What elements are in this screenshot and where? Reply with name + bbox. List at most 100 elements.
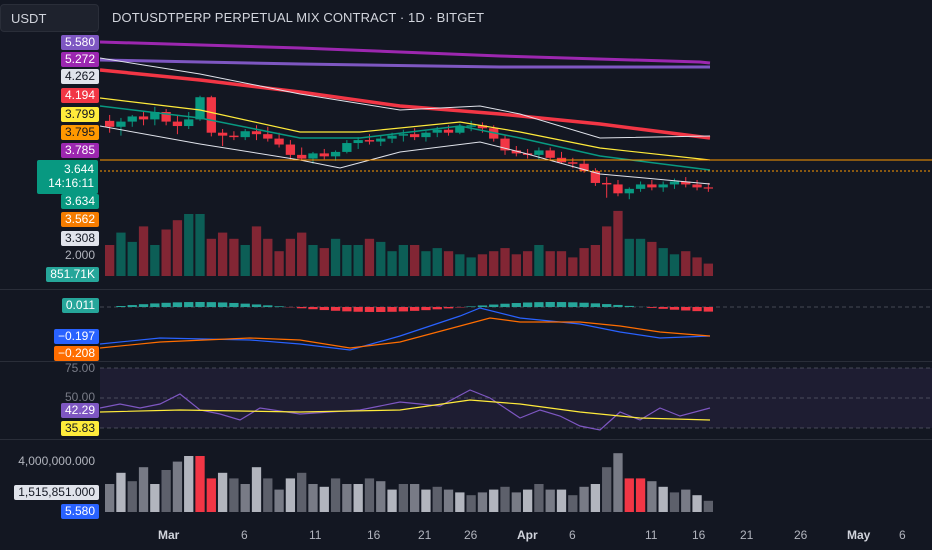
volume-bar — [138, 467, 149, 512]
candle-body — [511, 150, 521, 154]
axis-price-tag: 3.308 — [60, 231, 99, 246]
time-axis-label: 16 — [692, 528, 706, 542]
volume-bar — [545, 251, 555, 276]
candle-body — [635, 184, 646, 189]
volume-bar — [127, 241, 137, 276]
axis-price-tag: 3.634 — [60, 194, 99, 209]
macd-histogram-bar — [376, 307, 386, 312]
axis-price-tag: 5.580 — [60, 504, 99, 519]
macd-histogram-bar — [297, 307, 307, 309]
macd-histogram-bar — [342, 307, 352, 312]
volume-bar — [511, 492, 521, 512]
volume-bar — [353, 245, 363, 276]
candle-body — [297, 154, 307, 159]
candle-body — [500, 138, 510, 151]
candle-body — [568, 162, 578, 164]
volume-bar — [116, 232, 126, 276]
volume-bar — [274, 251, 284, 276]
macd-histogram-bar — [161, 302, 171, 307]
axis-price-tag: 5.580 — [60, 35, 99, 50]
time-axis-label: 26 — [464, 528, 478, 542]
volume-bar — [681, 251, 691, 276]
candle-body — [105, 120, 115, 127]
candle-body — [477, 125, 488, 129]
candle-body — [376, 138, 386, 142]
candle-body — [364, 140, 375, 142]
axis-price-tag: 2.000 — [64, 248, 95, 262]
ma-violet-line — [100, 58, 710, 69]
volume-bar — [647, 241, 657, 276]
candle-body — [669, 181, 680, 185]
volume-bar — [590, 484, 601, 512]
axis-price-tag: 1,515,851.000 — [14, 485, 99, 500]
volume-bar — [364, 238, 375, 276]
volume-bar — [330, 238, 341, 276]
currency-label: USDT — [11, 11, 47, 26]
candle-body — [579, 163, 589, 172]
volume-chart[interactable] — [100, 440, 932, 516]
volume-bar — [376, 481, 386, 512]
bar-countdown: 14:16:11 — [48, 176, 94, 190]
volume-bar — [534, 484, 544, 512]
last-price: 3.644 — [63, 162, 94, 176]
volume-bar — [330, 478, 341, 512]
axis-price-tag: −0.197 — [53, 329, 99, 344]
macd-histogram-bar — [263, 305, 273, 307]
volume-bar — [590, 245, 601, 276]
time-axis-label: 6 — [899, 528, 906, 542]
candle-body — [692, 184, 702, 188]
volume-bar — [692, 257, 702, 276]
volume-bar — [150, 245, 160, 276]
candle-body — [206, 97, 216, 133]
volume-bar — [568, 257, 578, 276]
macd-histogram-bar — [602, 304, 612, 307]
candle-body — [703, 187, 713, 189]
volume-bar — [308, 484, 318, 512]
candle-body — [116, 121, 126, 127]
time-axis-label: Mar — [158, 528, 180, 542]
macd-histogram-bar — [692, 307, 702, 312]
volume-bar — [635, 478, 646, 512]
volume-bar — [511, 254, 521, 276]
candle-body — [421, 132, 431, 138]
price-chart[interactable] — [100, 34, 932, 286]
candle-body — [545, 150, 555, 158]
volume-bar — [161, 470, 171, 512]
macd-histogram-bar — [624, 305, 634, 307]
volume-bar — [522, 489, 533, 512]
macd-histogram-bar — [387, 307, 397, 312]
macd-histogram-bar — [703, 307, 713, 312]
rsi-chart[interactable] — [100, 362, 932, 438]
volume-bar — [206, 478, 216, 512]
macd-histogram-bar — [184, 302, 194, 307]
volume-bar — [432, 248, 442, 276]
volume-bar — [387, 251, 397, 276]
volume-bar — [658, 486, 668, 512]
volume-bar — [703, 263, 713, 276]
macd-chart[interactable] — [100, 292, 932, 358]
volume-bar — [116, 472, 126, 512]
ema-teal-line — [100, 105, 711, 171]
candle-body — [398, 134, 408, 136]
ema-yellow-line — [100, 97, 711, 161]
axis-price-tag: 3.785 — [60, 143, 99, 158]
candle-body — [251, 131, 262, 135]
macd-histogram-bar — [545, 302, 555, 307]
volume-bar — [579, 486, 589, 512]
volume-bar — [443, 489, 454, 512]
macd-histogram-bar — [229, 302, 239, 307]
time-axis-label: 16 — [367, 528, 381, 542]
macd-histogram-bar — [647, 307, 657, 308]
candle-body — [590, 171, 601, 183]
candle-body — [466, 125, 476, 127]
macd-histogram-bar — [353, 307, 363, 312]
volume-bar — [681, 489, 691, 512]
currency-selector[interactable]: USDT — [0, 4, 99, 32]
macd-histogram-bar — [330, 307, 341, 311]
macd-histogram-bar — [522, 302, 533, 307]
volume-bar — [172, 220, 183, 276]
time-axis-label: 21 — [418, 528, 432, 542]
volume-bar — [172, 461, 183, 512]
macd-histogram-bar — [477, 305, 488, 307]
candle-body — [229, 135, 239, 138]
